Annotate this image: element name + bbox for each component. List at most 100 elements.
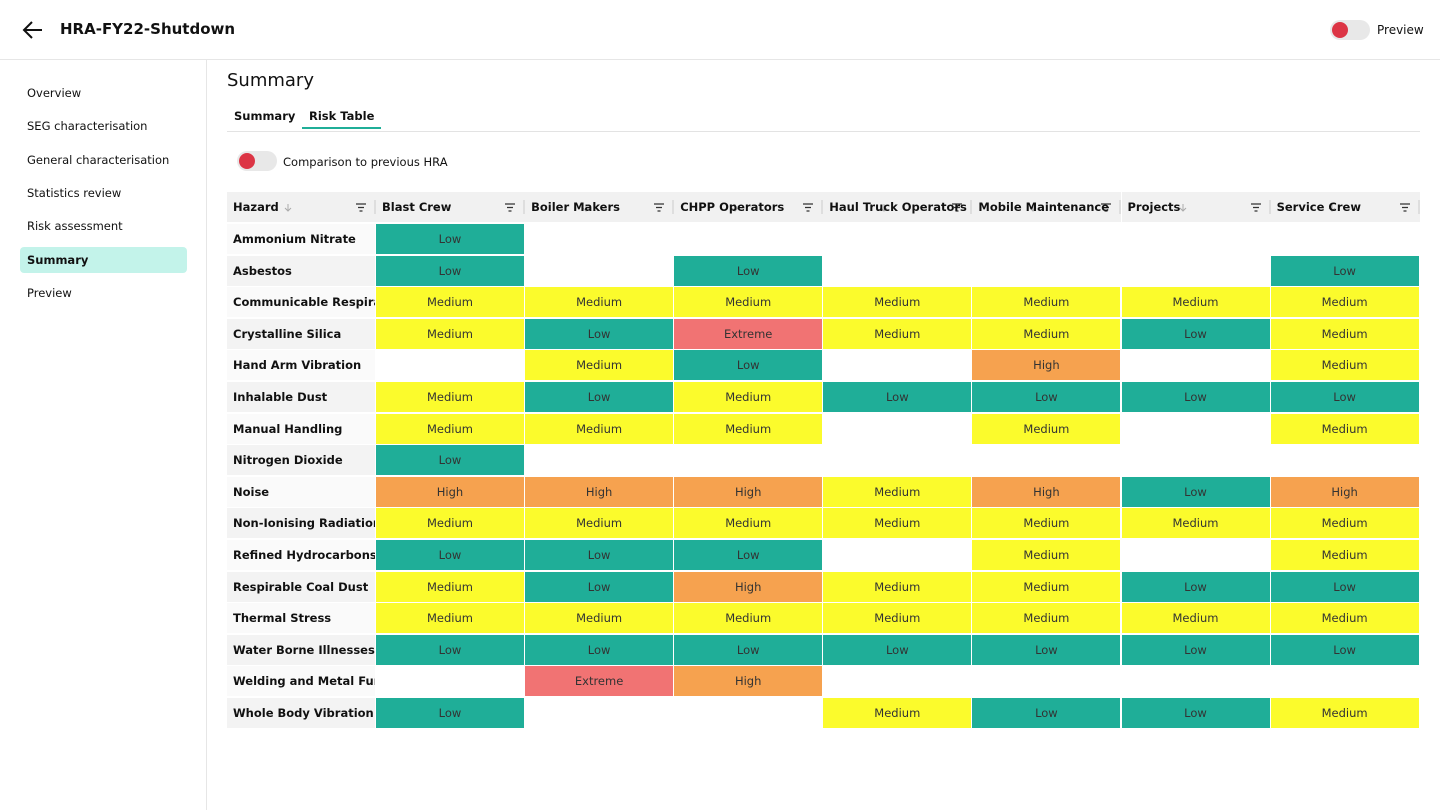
sidebar: Overview SEG characterisation General char…	[0, 60, 207, 810]
hazard-name: Hand Arm Vibration	[227, 350, 375, 381]
hazard-name: Whole Body Vibration	[227, 698, 375, 728]
column-header[interactable]: Boiler Makers	[525, 192, 675, 222]
column-header[interactable]: Projects	[1121, 192, 1271, 222]
risk-level: Low	[1121, 698, 1270, 728]
hazard-name: Thermal Stress	[227, 603, 375, 634]
risk-level: Medium	[1121, 287, 1270, 318]
risk-level: High	[674, 476, 823, 507]
risk-level: High	[972, 350, 1121, 381]
header-icons[interactable]	[972, 192, 1121, 222]
risk-level: Medium	[972, 287, 1121, 318]
risk-level: Low	[376, 445, 524, 476]
risk-level: Medium	[1270, 508, 1419, 539]
hazard-name: Ammonium Nitrate	[227, 224, 375, 254]
header-icons[interactable]	[1271, 192, 1420, 222]
risk-level: Medium	[823, 603, 972, 634]
hazard-name: Noise	[227, 476, 375, 507]
preview-toggle[interactable]	[1330, 20, 1370, 40]
risk-level: Low	[674, 350, 823, 381]
nav-item[interactable]: SEG characterisation	[27, 119, 148, 134]
risk-level: Low	[376, 698, 524, 728]
tab-divider	[227, 131, 1420, 132]
preview-label: Preview	[1377, 23, 1424, 37]
hazard-name: Refined Hydrocarbons	[227, 540, 375, 570]
column-title: Service Crew	[1276, 200, 1361, 214]
risk-level: Medium	[376, 508, 524, 539]
column-title: Projects	[1127, 200, 1181, 214]
header-icons[interactable]	[376, 192, 525, 222]
risk-level: Low	[674, 634, 823, 665]
hazard-name: Nitrogen Dioxide	[227, 445, 375, 476]
risk-level: Medium	[525, 350, 674, 381]
risk-level: Medium	[376, 318, 524, 349]
risk-level: High	[376, 476, 524, 507]
nav-item[interactable]: Risk assessment	[27, 219, 123, 234]
risk-level: Low	[525, 571, 674, 602]
hazard-name: Respirable Coal Dust	[227, 571, 375, 602]
nav-item[interactable]: General characterisation	[27, 152, 170, 167]
risk-level: Low	[525, 382, 674, 412]
risk-level: Medium	[972, 318, 1121, 349]
risk-level: Medium	[376, 413, 524, 444]
hazard-name: Communicable Respirator	[227, 287, 375, 318]
risk-level: Low	[972, 382, 1121, 412]
hazard-name: Water Borne Illnesses	[227, 634, 375, 665]
risk-level: Extreme	[674, 318, 823, 349]
risk-level: Medium	[525, 603, 674, 634]
back-button[interactable]	[22, 19, 44, 41]
nav-item[interactable]: Statistics review	[27, 185, 122, 200]
risk-level: Medium	[823, 698, 972, 728]
column-header[interactable]: Mobile Maintenance	[972, 192, 1122, 222]
header-icons[interactable]	[823, 192, 972, 222]
risk-level: Medium	[525, 508, 674, 539]
column-header[interactable]: Blast Crew	[376, 192, 525, 222]
column-title: Hazard	[233, 200, 279, 214]
risk-level: Medium	[525, 413, 674, 444]
tab[interactable]: Risk Table	[302, 109, 382, 129]
risk-level: High	[972, 476, 1121, 507]
nav-item[interactable]: Summary	[20, 246, 187, 273]
comparison-toggle[interactable]	[237, 151, 277, 171]
header-icons[interactable]	[674, 192, 823, 222]
risk-level: Low	[1121, 382, 1270, 412]
risk-level: Low	[376, 224, 524, 254]
hazard-name: Welding and Metal Fume	[227, 666, 375, 697]
risk-level: Medium	[1270, 603, 1419, 634]
risk-level: Low	[525, 540, 674, 570]
risk-level: Low	[1270, 255, 1419, 286]
tab[interactable]: Summary	[234, 109, 296, 123]
nav-item[interactable]: Overview	[27, 86, 82, 100]
column-header[interactable]: CHPP Operators	[674, 192, 824, 222]
risk-level: Medium	[972, 413, 1121, 444]
risk-level: Medium	[823, 476, 972, 507]
risk-level: Medium	[376, 287, 524, 318]
column-header[interactable]: Hazard	[227, 192, 376, 222]
risk-level: Medium	[972, 603, 1121, 634]
risk-level: Medium	[823, 287, 972, 318]
risk-level: Medium	[1270, 540, 1419, 570]
hazard-name: Manual Handling	[227, 413, 375, 444]
header-icons[interactable]	[227, 192, 376, 222]
risk-level: Low	[525, 634, 674, 665]
risk-level: Medium	[823, 318, 972, 349]
risk-level: Low	[1121, 476, 1270, 507]
risk-level: Low	[1121, 318, 1270, 349]
risk-level: Low	[972, 634, 1121, 665]
risk-level: Low	[376, 255, 524, 286]
header-icons[interactable]	[525, 192, 674, 222]
column-title: Blast Crew	[382, 200, 452, 214]
section-title: Summary	[227, 70, 314, 91]
nav-item[interactable]: Preview	[27, 285, 72, 300]
header-icons[interactable]	[1122, 192, 1271, 222]
risk-level: Low	[1121, 571, 1270, 602]
column-header[interactable]: Service Crew	[1270, 192, 1420, 222]
risk-level: Low	[525, 318, 674, 349]
risk-level: Low	[376, 634, 524, 665]
risk-level: Extreme	[525, 666, 674, 697]
column-title: Boiler Makers	[531, 200, 620, 214]
risk-level: Low	[1270, 382, 1419, 412]
risk-level: Low	[674, 540, 823, 570]
column-header[interactable]: Haul Truck Operators	[823, 192, 973, 222]
page-title: HRA-FY22-Shutdown	[60, 20, 236, 38]
